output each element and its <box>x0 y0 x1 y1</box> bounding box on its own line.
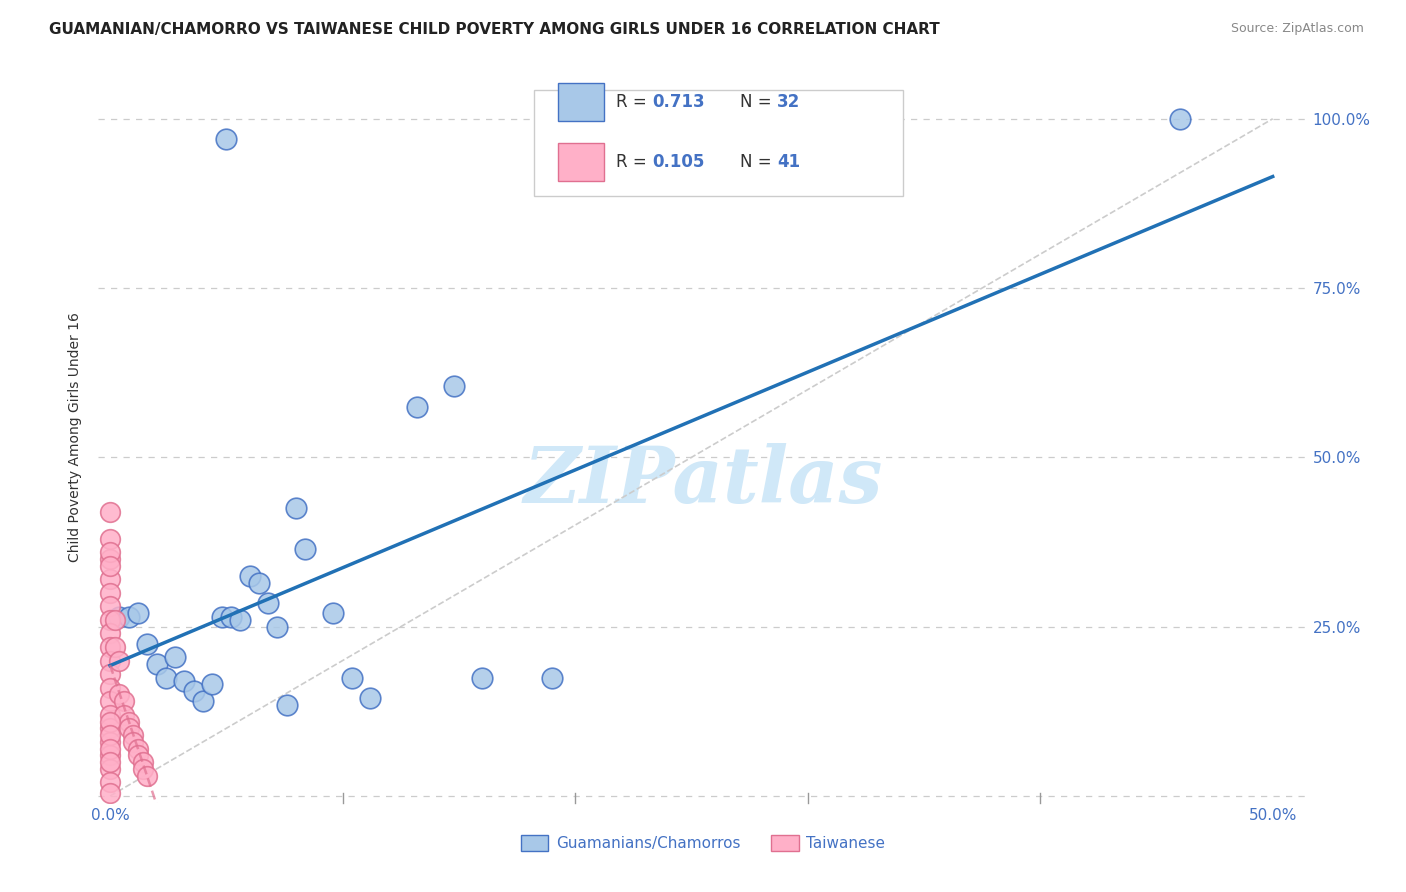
Point <box>104 640 127 654</box>
Point <box>98 728 121 742</box>
Point <box>118 714 141 729</box>
Point <box>98 721 121 735</box>
Point <box>257 596 280 610</box>
Point <box>131 755 153 769</box>
Point <box>98 505 121 519</box>
Point <box>183 684 205 698</box>
Point <box>98 640 121 654</box>
Point <box>118 609 141 624</box>
Point <box>98 552 121 566</box>
Point <box>98 786 121 800</box>
Point <box>360 690 382 705</box>
Point <box>1168 112 1191 126</box>
Point <box>322 606 344 620</box>
Point <box>98 626 121 640</box>
FancyBboxPatch shape <box>534 90 903 195</box>
Point <box>98 755 121 769</box>
Point <box>131 762 153 776</box>
Point <box>122 735 145 749</box>
Point <box>219 609 242 624</box>
Point <box>247 575 270 590</box>
Point <box>122 728 145 742</box>
Point <box>285 501 308 516</box>
Point <box>294 541 316 556</box>
Point <box>118 721 141 735</box>
Point <box>98 545 121 559</box>
Point <box>98 762 121 776</box>
Point <box>201 677 224 691</box>
Text: N =: N = <box>741 153 778 171</box>
Point <box>136 769 159 783</box>
Point <box>98 667 121 681</box>
Point <box>98 681 121 695</box>
Point <box>98 572 121 586</box>
Text: 41: 41 <box>776 153 800 171</box>
Point <box>127 748 149 763</box>
Point <box>165 650 187 665</box>
Point <box>98 714 121 729</box>
Point <box>112 694 135 708</box>
Text: 32: 32 <box>776 93 800 112</box>
Text: 0.713: 0.713 <box>652 93 704 112</box>
Point <box>215 132 238 146</box>
Point <box>98 741 121 756</box>
Point <box>108 654 131 668</box>
Text: ZIPatlas: ZIPatlas <box>523 442 883 519</box>
Point <box>98 599 121 614</box>
Point <box>98 707 121 722</box>
Point <box>108 688 131 702</box>
Point <box>98 532 121 546</box>
Point <box>127 606 149 620</box>
Text: 0.105: 0.105 <box>652 153 704 171</box>
Point <box>406 400 429 414</box>
Point <box>104 613 127 627</box>
Point <box>108 609 131 624</box>
Bar <box>558 143 603 181</box>
Point <box>266 620 288 634</box>
Point <box>540 671 562 685</box>
Point <box>239 569 262 583</box>
Text: Source: ZipAtlas.com: Source: ZipAtlas.com <box>1230 22 1364 36</box>
Point <box>443 379 465 393</box>
Point <box>98 694 121 708</box>
Point <box>211 609 233 624</box>
Point <box>340 671 363 685</box>
Point <box>155 671 177 685</box>
Point <box>98 735 121 749</box>
Point <box>229 613 252 627</box>
Point <box>98 586 121 600</box>
Legend: Guamanians/Chamorros, Taiwanese: Guamanians/Chamorros, Taiwanese <box>515 830 891 857</box>
Y-axis label: Child Poverty Among Girls Under 16: Child Poverty Among Girls Under 16 <box>69 312 83 562</box>
Point <box>191 694 214 708</box>
Point <box>98 558 121 573</box>
Point <box>173 673 195 688</box>
Text: N =: N = <box>741 93 778 112</box>
Point <box>127 741 149 756</box>
Text: R =: R = <box>616 93 652 112</box>
Text: R =: R = <box>616 153 652 171</box>
Point <box>276 698 298 712</box>
Point <box>112 707 135 722</box>
Point <box>98 654 121 668</box>
Point <box>145 657 167 671</box>
Text: GUAMANIAN/CHAMORRO VS TAIWANESE CHILD POVERTY AMONG GIRLS UNDER 16 CORRELATION C: GUAMANIAN/CHAMORRO VS TAIWANESE CHILD PO… <box>49 22 941 37</box>
Point <box>98 613 121 627</box>
Point <box>136 637 159 651</box>
Point <box>471 671 494 685</box>
Point <box>98 748 121 763</box>
Bar <box>558 83 603 121</box>
Point <box>98 775 121 789</box>
